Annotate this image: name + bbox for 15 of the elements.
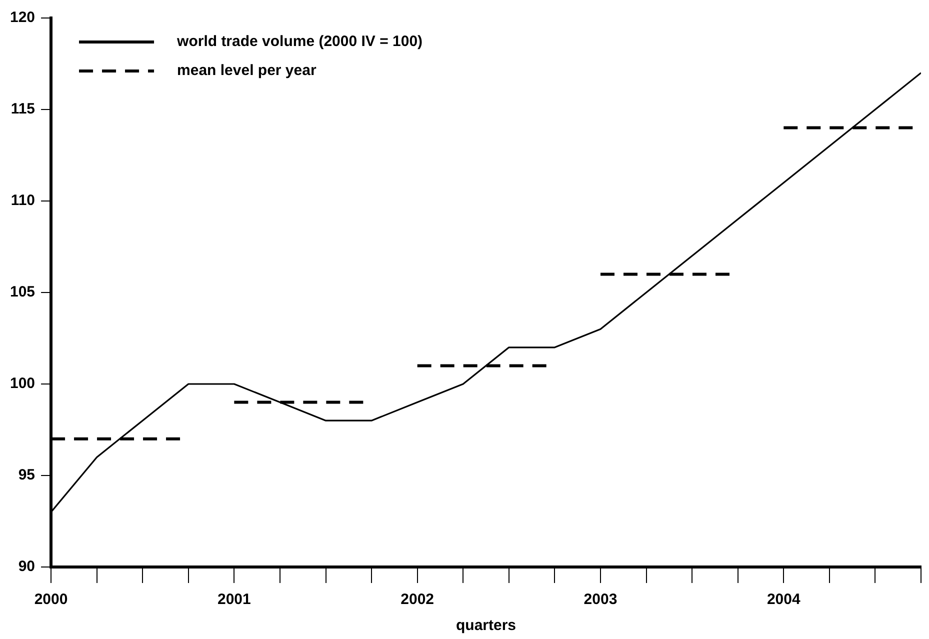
y-tick-label: 95	[18, 466, 36, 484]
x-axis-title: quarters	[456, 617, 516, 634]
legend-label: mean level per year	[177, 62, 316, 80]
y-tick-label: 100	[10, 375, 36, 392]
y-tick-label: 110	[10, 192, 36, 210]
x-tick-label: 2000	[34, 591, 68, 608]
y-tick-label: 105	[10, 284, 36, 301]
x-tick-label: 2002	[400, 591, 434, 608]
y-tick-label: 115	[10, 100, 36, 118]
legend-label: world trade volume (2000 IV = 100)	[176, 33, 423, 50]
x-tick-label: 2004	[766, 591, 801, 608]
x-tick-label: 2001	[217, 591, 251, 608]
y-tick-label: 90	[18, 558, 36, 576]
x-tick-label: 2003	[584, 591, 618, 608]
y-tick-label: 120	[10, 9, 36, 26]
